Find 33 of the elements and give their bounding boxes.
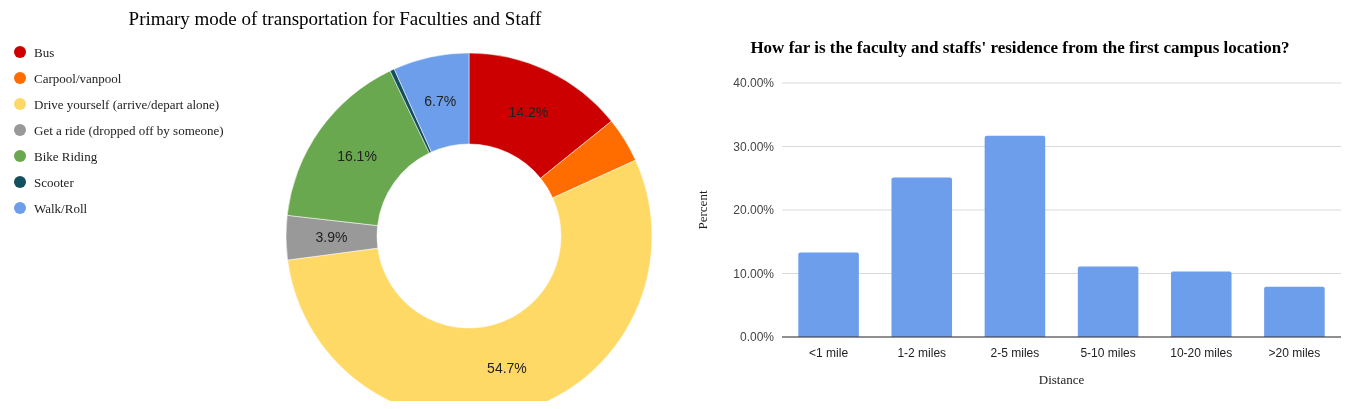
data-label: 6.7% — [424, 93, 457, 110]
x-tick-label: 1-2 miles — [897, 346, 947, 361]
x-axis-title: Distance — [1038, 372, 1085, 387]
bar — [1077, 266, 1139, 337]
x-tick-label: <1 mile — [809, 346, 849, 361]
y-tick-label: 40.00% — [733, 76, 775, 91]
legend-label: Scooter — [34, 174, 75, 190]
data-label: 3.9% — [315, 229, 348, 246]
y-tick-label: 10.00% — [733, 266, 775, 281]
chart-title: How far is the faculty and staffs' residence from the first campus location? — [750, 38, 1290, 57]
legend-label: Bike Riding — [34, 148, 98, 164]
x-tick-label: >20 miles — [1268, 346, 1321, 361]
chart-title: Primary mode of transportation for Faculties and Staff — [128, 8, 543, 29]
bar — [1170, 271, 1232, 337]
bar — [798, 252, 859, 337]
legend-label: Drive yourself (arrive/depart alone) — [34, 96, 220, 112]
legend-label: Bus — [34, 44, 55, 60]
bar — [984, 135, 1046, 337]
x-tick-label: 5-10 miles — [1080, 346, 1136, 361]
legend-label: Carpool/vanpool — [34, 70, 122, 86]
y-tick-label: 20.00% — [733, 203, 775, 218]
data-label: 14.2% — [508, 103, 549, 120]
y-tick-label: 30.00% — [733, 139, 775, 154]
x-tick-label: 2-5 miles — [990, 346, 1040, 361]
bar — [891, 177, 953, 337]
data-label: 54.7% — [487, 360, 527, 377]
y-axis-title: Percent — [695, 190, 710, 230]
legend-label: Walk/Roll — [34, 200, 88, 216]
bar — [1264, 286, 1325, 337]
x-tick-label: 10-20 miles — [1170, 346, 1233, 361]
y-tick-label: 0.00% — [739, 330, 775, 345]
data-label: 16.1% — [337, 148, 377, 165]
legend-label: Get a ride (dropped off by someone) — [34, 122, 224, 138]
